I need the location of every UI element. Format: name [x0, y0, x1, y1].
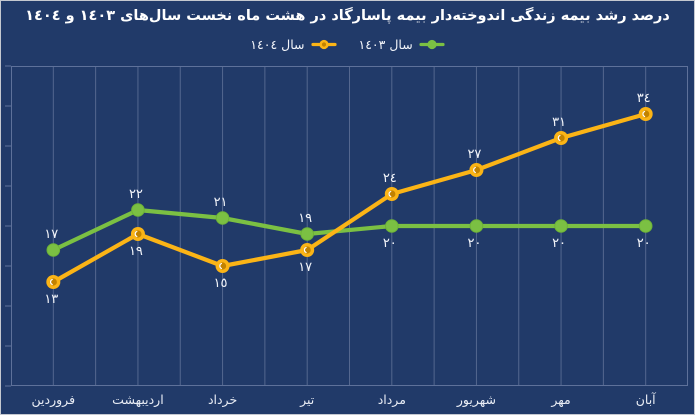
- marker-highlight: [557, 134, 561, 142]
- x-axis-month-label: تیر: [299, 392, 315, 408]
- marker-highlight: [642, 110, 646, 118]
- data-point-label: ٢١: [214, 195, 228, 210]
- data-point-label: ١٧: [298, 260, 312, 275]
- marker-highlight: [303, 246, 307, 254]
- data-point-marker: [385, 219, 399, 233]
- data-point-label: ٢٠: [637, 236, 651, 251]
- data-point-marker: [131, 203, 145, 217]
- legend-line-donut-icon: [310, 38, 337, 51]
- data-point-label: ٣٤: [637, 91, 651, 106]
- data-point-marker: [215, 211, 230, 225]
- x-axis-month-label: آبان: [636, 392, 656, 407]
- marker-highlight: [388, 190, 392, 198]
- marker-highlight: [134, 230, 138, 238]
- chart-legend: سال ١٤٠٣ سال ١٤٠٤: [1, 37, 694, 52]
- data-point-label: ٣١: [552, 115, 566, 130]
- legend-item-year-1404: سال ١٤٠٤: [250, 37, 337, 52]
- data-point-marker: [46, 243, 61, 257]
- x-axis-month-label: خرداد: [208, 392, 237, 408]
- data-point-marker: [638, 219, 653, 233]
- data-point-label: ٢٠: [467, 236, 481, 251]
- data-point-label: ٢٢: [129, 187, 143, 202]
- x-axis-month-label: مرداد: [378, 392, 406, 408]
- x-axis-month-label: اردیبهشت: [112, 392, 164, 408]
- x-axis-month-label: شهریور: [456, 392, 496, 408]
- legend-line-dot-icon: [419, 38, 445, 51]
- data-point-label: ٢٤: [383, 171, 397, 186]
- data-point-marker: [469, 219, 484, 233]
- legend-label-year-1403: سال ١٤٠٣: [358, 37, 413, 52]
- marker-highlight: [50, 278, 53, 286]
- x-axis-month-label: فروردین: [32, 392, 76, 408]
- chart-title: درصد رشد بیمه زندگی اندوخته‌دار بیمه پاس…: [25, 8, 670, 24]
- plot-border: [11, 66, 688, 386]
- legend-label-year-1404: سال ١٤٠٤: [250, 37, 305, 52]
- data-point-label: ٢٠: [383, 236, 397, 251]
- data-point-label: ١٣: [44, 292, 58, 307]
- data-point-marker: [554, 219, 568, 233]
- data-point-label: ١٥: [214, 276, 228, 291]
- data-point-label: ٢٠: [552, 236, 566, 251]
- series-line: [51, 111, 648, 285]
- marker-highlight: [219, 262, 223, 270]
- data-point-marker: [300, 227, 314, 241]
- data-point-label: ١٧: [44, 227, 58, 242]
- data-point-label: ٢٧: [467, 147, 481, 162]
- data-point-label: ١٩: [129, 244, 143, 259]
- series-line: [51, 207, 648, 253]
- data-point-label: ١٩: [298, 211, 312, 226]
- legend-item-year-1403: سال ١٤٠٣: [359, 37, 445, 52]
- marker-highlight: [473, 166, 476, 174]
- x-axis-month-label: مهر: [550, 392, 570, 408]
